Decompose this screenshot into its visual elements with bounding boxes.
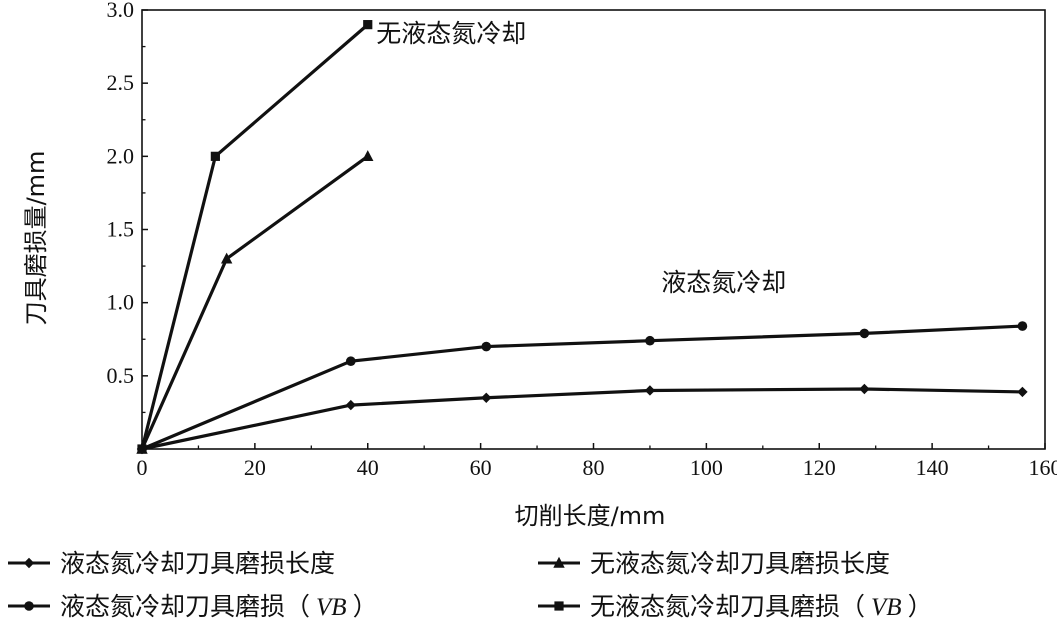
data-point — [210, 151, 220, 161]
annot-no-ln2: 无液态氮冷却 — [376, 19, 526, 48]
data-point — [137, 444, 147, 454]
legend-label: 无液态氮冷却刀具磨损长度 — [590, 549, 890, 578]
legend-item-circle: 液态氮冷却刀具磨损（ VB） — [8, 592, 378, 621]
annot-ln2: 液态氮冷却 — [661, 268, 786, 297]
legend-item-triangle: 无液态氮冷却刀具磨损长度 — [538, 549, 890, 578]
legend-label: 无液态氮冷却刀具磨损（ VB） — [590, 592, 933, 621]
legend-label: 液态氮冷却刀具磨损长度 — [60, 549, 335, 578]
data-point — [481, 392, 492, 403]
legend-marker — [24, 601, 34, 611]
legend-item-diamond: 液态氮冷却刀具磨损长度 — [8, 549, 335, 578]
data-point — [645, 335, 655, 346]
y-axis-title: 刀具磨损量/mm — [22, 151, 50, 326]
data-point — [220, 252, 233, 264]
series-line — [141, 324, 1023, 451]
legend-marker — [553, 556, 565, 568]
legend-marker — [23, 557, 35, 569]
data-point — [481, 341, 492, 352]
x-tick-label: 120 — [803, 455, 836, 480]
series-square — [137, 20, 373, 454]
data-point — [859, 383, 870, 395]
plot-border — [141, 9, 1046, 450]
data-point — [1017, 386, 1028, 398]
axis-ticks: 0 20 40 60 80 100 120 140 160 0.5 1.0 1.5 2.0 2.5 3.0 — [107, 0, 1057, 480]
series-circle — [137, 321, 1028, 454]
data-point — [346, 356, 356, 367]
x-tick-label: 0 — [137, 455, 148, 480]
data-point — [859, 328, 870, 339]
data-point — [644, 385, 656, 396]
y-tick-label: 3.0 — [107, 0, 135, 22]
x-tick-label: 20 — [244, 455, 266, 480]
x-axis-title: 切削长度/mm — [515, 502, 666, 530]
y-tick-label: 1.0 — [107, 290, 135, 315]
y-tick-label: 2.5 — [107, 70, 135, 95]
x-tick-label: 80 — [583, 455, 605, 480]
x-tick-label: 140 — [916, 455, 949, 480]
x-tick-label: 60 — [470, 455, 492, 480]
x-tick-label: 40 — [357, 455, 379, 480]
plot-frame — [141, 9, 1046, 450]
legend-marker — [554, 601, 564, 611]
series-line — [141, 387, 1023, 451]
legend-label: 液态氮冷却刀具磨损（ VB） — [60, 592, 378, 621]
y-tick-label: 2.0 — [107, 143, 135, 168]
data-point — [1017, 321, 1028, 331]
series-line — [140, 155, 369, 450]
x-tick-label: 100 — [690, 455, 723, 480]
x-tick-label: 160 — [1029, 455, 1057, 480]
data-point — [345, 399, 357, 411]
y-tick-label: 1.5 — [107, 217, 135, 242]
data-point — [362, 150, 374, 162]
legend-item-square: 无液态氮冷却刀具磨损（ VB） — [538, 592, 933, 621]
data-point — [363, 20, 373, 30]
series-layer — [136, 20, 1028, 455]
y-tick-label: 0.5 — [107, 363, 135, 388]
